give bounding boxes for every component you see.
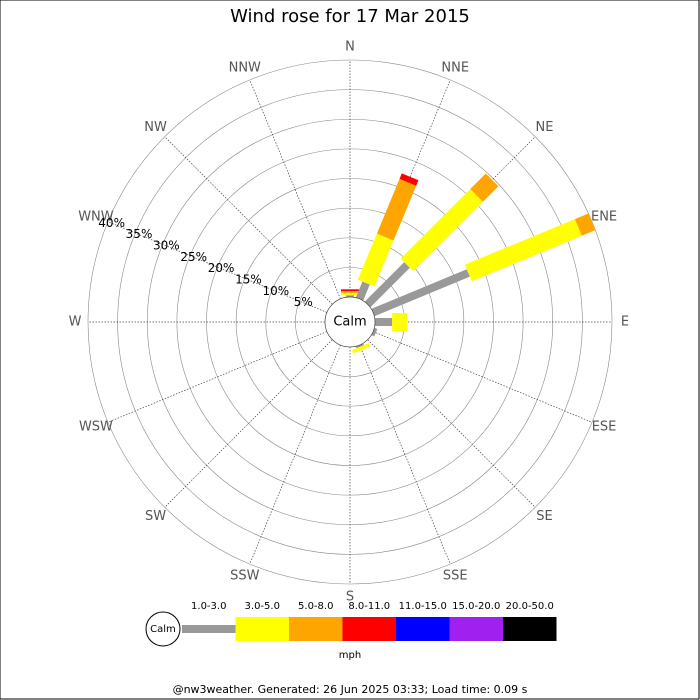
spoke <box>249 344 341 565</box>
direction-label: ENE <box>591 209 617 224</box>
r-tick-label: 35% <box>126 227 153 241</box>
bar-segment <box>400 189 483 272</box>
bar-segment <box>464 219 582 282</box>
direction-label: SSW <box>230 569 260 584</box>
legend-swatch <box>396 617 450 641</box>
legend-label: 20.0-50.0 <box>506 601 554 612</box>
legend-swatch <box>182 625 236 633</box>
bar-segment <box>341 291 359 293</box>
direction-label: W <box>69 315 82 330</box>
grid-ring <box>235 207 465 437</box>
direction-label: NNW <box>229 60 261 75</box>
grid-ring <box>265 237 435 407</box>
bar-segment <box>341 292 359 296</box>
spoke <box>359 344 451 565</box>
bar-segment <box>355 343 364 349</box>
calm-circle <box>324 296 376 348</box>
legend-swatch <box>235 617 289 641</box>
bar-segment <box>341 289 359 292</box>
bar-segment <box>371 269 470 317</box>
bar-segment <box>376 178 417 241</box>
spoke <box>249 79 341 300</box>
direction-label: SW <box>145 509 166 524</box>
bar-segment <box>374 318 393 326</box>
calm-label: Calm <box>333 315 366 330</box>
legend-label: 5.0-8.0 <box>298 601 333 612</box>
direction-label: NW <box>144 120 167 135</box>
legend-swatch <box>289 617 343 641</box>
bar-segment <box>371 327 378 337</box>
spoke <box>164 339 333 508</box>
bar-segment <box>574 213 596 236</box>
legend-label: 3.0-5.0 <box>245 601 280 612</box>
bar-segment <box>392 313 407 331</box>
spoke <box>107 221 328 313</box>
direction-label: NE <box>535 120 553 135</box>
spoke <box>367 339 536 508</box>
direction-label: E <box>621 315 629 330</box>
bar-segment <box>346 295 354 297</box>
footer: @nw3weather. Generated: 26 Jun 2025 03:3… <box>173 683 528 696</box>
r-tick-label: 30% <box>153 238 180 252</box>
bar-segment <box>470 173 499 202</box>
r-tick-label: 5% <box>294 295 313 309</box>
legend-label: 8.0-11.0 <box>348 601 390 612</box>
r-tick-label: 40% <box>98 216 125 230</box>
spoke <box>107 331 328 423</box>
bar-segment <box>364 262 410 308</box>
chart-title: Wind rose for 17 Mar 2015 <box>230 6 470 27</box>
legend-calm-label: Calm <box>150 624 176 635</box>
legend-swatch <box>449 617 503 641</box>
legend-unit: mph <box>339 650 361 661</box>
bar-segment <box>357 233 394 287</box>
grid-ring <box>87 59 613 585</box>
direction-label: WSW <box>79 420 113 435</box>
direction-label: S <box>346 590 354 605</box>
r-tick-label: 20% <box>208 261 235 275</box>
r-tick-label: 25% <box>180 250 207 264</box>
bar-segment <box>355 281 370 301</box>
spoke <box>164 136 333 305</box>
direction-label: WNW <box>78 209 114 224</box>
direction-label: N <box>345 40 355 55</box>
direction-label: SE <box>536 509 552 524</box>
legend-swatch <box>342 617 396 641</box>
bar-segment <box>351 343 370 354</box>
direction-label: SSE <box>443 569 468 584</box>
direction-label: ESE <box>592 420 617 435</box>
direction-label: NNE <box>441 60 469 75</box>
bar-segment <box>399 173 419 186</box>
legend-calm <box>145 611 181 647</box>
r-tick-label: 15% <box>235 272 262 286</box>
r-tick-label: 10% <box>263 284 290 298</box>
legend-swatch <box>503 617 557 641</box>
spoke <box>372 331 593 423</box>
legend-label: 15.0-20.0 <box>452 601 500 612</box>
legend-label: 1.0-3.0 <box>191 601 226 612</box>
legend-label: 11.0-15.0 <box>399 601 447 612</box>
